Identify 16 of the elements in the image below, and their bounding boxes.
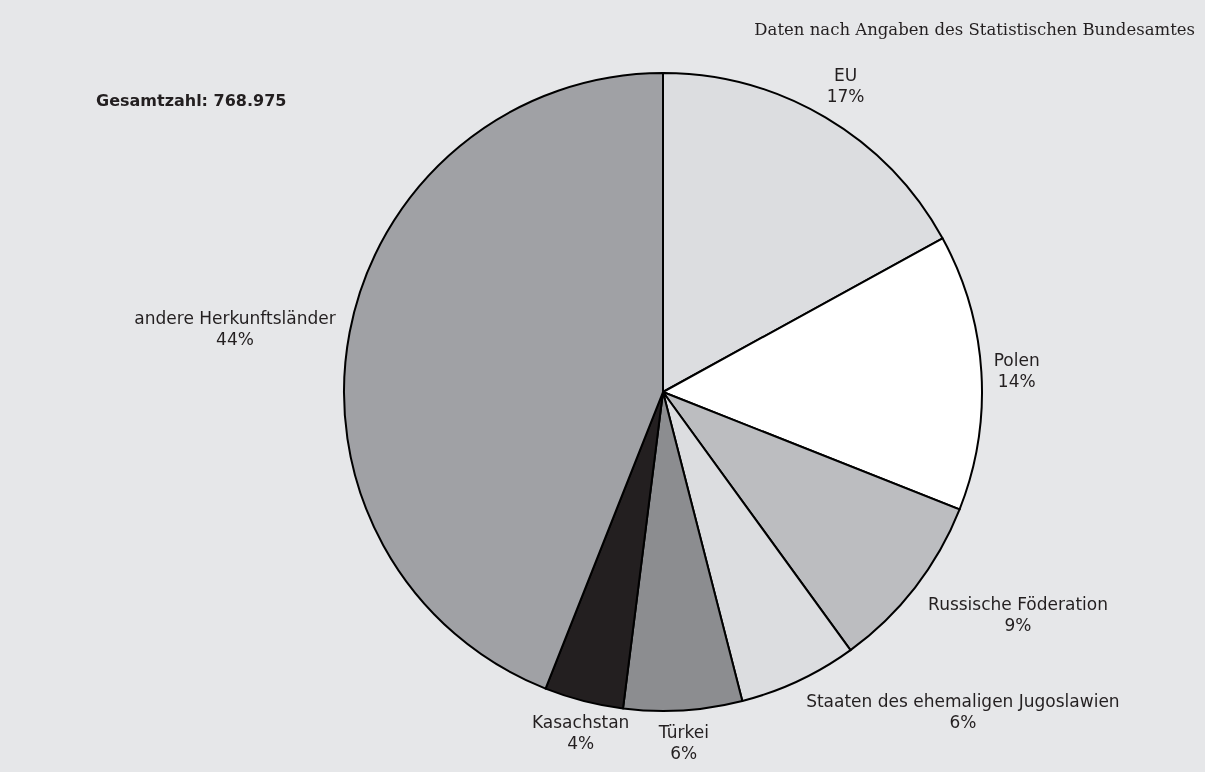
slice-label: andere Herkunftsländer [134,308,336,329]
text: Daten nach Angaben des Statistischen Bundesamtes [754,20,1195,39]
data-label: 6% [949,712,977,732]
slice-label: Kasachstan [531,712,630,733]
data-label: 44% [216,329,254,350]
slice-label: Staaten des ehemaligen Jugoslawien [806,691,1120,711]
data-label: 14% [997,370,1036,391]
slice-label: Polen [993,349,1040,370]
slice-label: Russische Föderation [928,594,1108,615]
text: Gesamtzahl: 768.975 [96,91,287,110]
data-label: 6% [670,742,698,763]
slice-label: EU [833,64,858,85]
slice-label: Türkei [657,721,709,742]
data-label: 17% [826,85,865,106]
data-label: 4% [567,733,595,754]
data-label: 9% [1004,615,1032,636]
